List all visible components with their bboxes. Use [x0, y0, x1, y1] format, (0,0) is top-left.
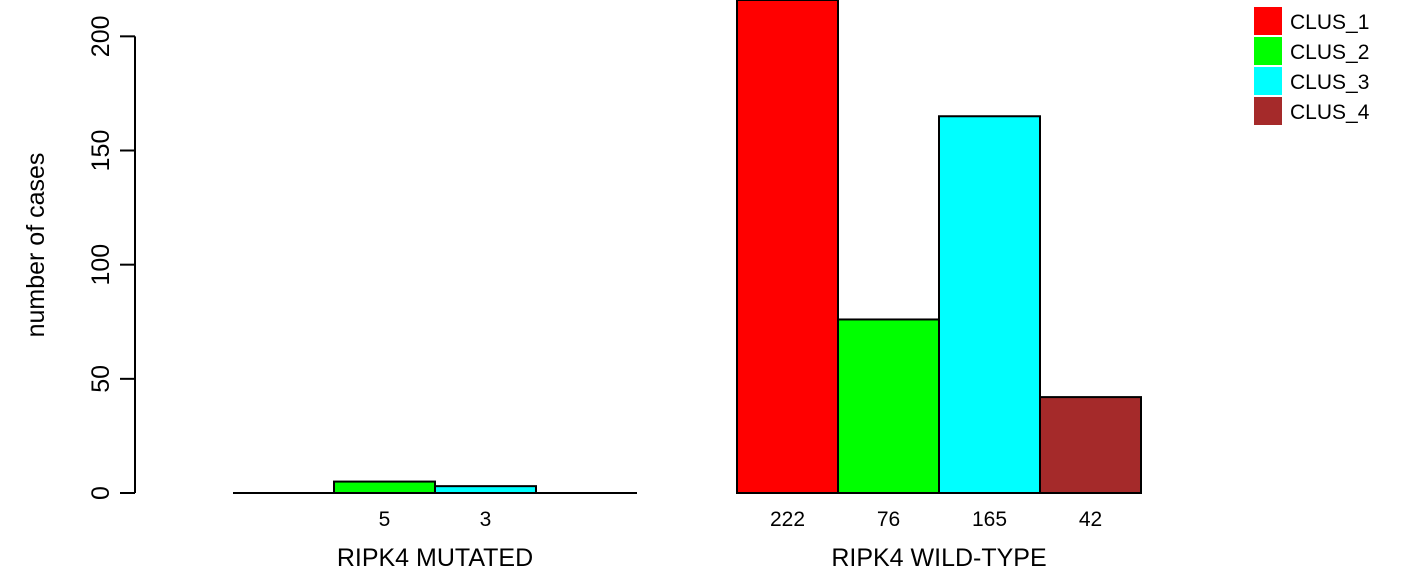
bar [736, 0, 839, 494]
legend-item: CLUS_1 [1254, 7, 1369, 35]
legend-label: CLUS_1 [1290, 11, 1369, 34]
y-axis: 0 50 100 150 200 [87, 15, 136, 500]
bar-count-label: 42 [1079, 508, 1102, 531]
group-label: RIPK4 MUTATED [337, 544, 533, 572]
legend-label: CLUS_3 [1290, 71, 1369, 94]
bar [434, 485, 537, 494]
bar [938, 115, 1041, 495]
legend-item: CLUS_2 [1254, 37, 1369, 65]
bar-count-label: 222 [770, 508, 805, 531]
legend-item: CLUS_3 [1254, 67, 1369, 95]
y-tick-label: 150 [87, 130, 115, 172]
bar-count-label: 165 [972, 508, 1007, 531]
bar [837, 318, 940, 495]
y-tick-label: 50 [87, 365, 115, 393]
bar-groups: 5 3 RIPK4 MUTATED 222 76 165 42 RIPK4 WILD-TYPE [233, 0, 1142, 572]
bar [1039, 396, 1142, 495]
bar-count-label: 5 [379, 508, 391, 531]
y-tick-label: 100 [87, 244, 115, 286]
legend-label: CLUS_4 [1290, 101, 1370, 124]
legend-swatch [1254, 37, 1282, 65]
bar-group: 222 76 165 42 RIPK4 WILD-TYPE [736, 0, 1142, 572]
bar [333, 480, 436, 494]
legend-item: CLUS_4 [1254, 97, 1370, 125]
legend-swatch [1254, 7, 1282, 35]
group-label: RIPK4 WILD-TYPE [831, 544, 1046, 572]
bar-count-label: 3 [480, 508, 492, 531]
bar-count-label: 76 [877, 508, 900, 531]
y-tick-label: 0 [87, 486, 115, 500]
bar-group: 5 3 RIPK4 MUTATED [233, 480, 637, 572]
legend-label: CLUS_2 [1290, 41, 1369, 64]
legend: CLUS_1 CLUS_2 CLUS_3 CLUS_4 [1254, 7, 1370, 125]
y-axis-label: number of cases [22, 153, 50, 338]
legend-swatch [1254, 97, 1282, 125]
legend-swatch [1254, 67, 1282, 95]
y-tick-label: 200 [87, 15, 115, 57]
